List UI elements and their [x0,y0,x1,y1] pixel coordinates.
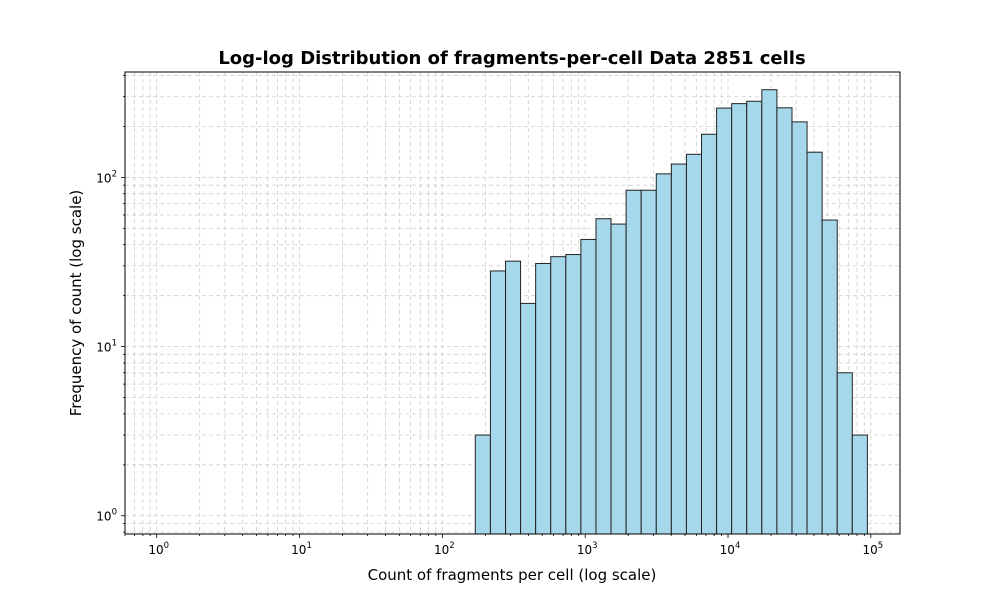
x-tick-label: 102 [434,541,455,557]
axis-ticks: 100 101 102 103 104 105 100 101 102 [96,75,883,557]
x-axis-label: Count of fragments per cell (log scale) [368,566,657,584]
bars-group [474,89,868,535]
y-tick-label: 100 [96,508,117,524]
histogram-bar [550,256,567,535]
histogram-bar [565,254,582,535]
plot-frame [124,71,901,535]
histogram-bar [716,107,733,535]
y-tick-label: 102 [96,169,117,185]
x-tick-label: 104 [720,541,741,557]
histogram-bar [505,260,522,535]
x-tick-label: 103 [577,541,598,557]
histogram-bar [806,151,823,535]
histogram-bar [851,434,868,535]
histogram-bar [489,270,507,535]
histogram-bar [836,372,853,535]
histogram-bar [580,238,597,535]
histogram-bar [595,218,612,535]
histogram-bar [791,121,808,535]
histogram-bar [746,100,763,535]
histogram-bar [761,89,778,535]
histogram-bar [625,189,642,535]
histogram-bar [670,163,687,535]
histogram-bar [520,302,537,535]
chart-title: Log-log Distribution of fragments-per-ce… [218,48,805,69]
histogram-bar [685,153,703,535]
histogram-bar [474,434,491,535]
histogram-bar [640,189,657,535]
histogram-bar [821,219,838,535]
histogram-bar [655,173,672,535]
y-axis-label: Frequency of count (log scale) [67,190,85,417]
histogram-bar [701,133,718,535]
y-tick-label: 101 [96,339,117,355]
histogram-bar [610,223,627,535]
histogram-bar [776,107,793,535]
x-tick-label: 100 [148,541,169,557]
histogram-bar [535,262,552,535]
histogram-bar [731,103,748,535]
x-tick-label: 105 [862,541,883,557]
x-tick-label: 101 [291,541,312,557]
